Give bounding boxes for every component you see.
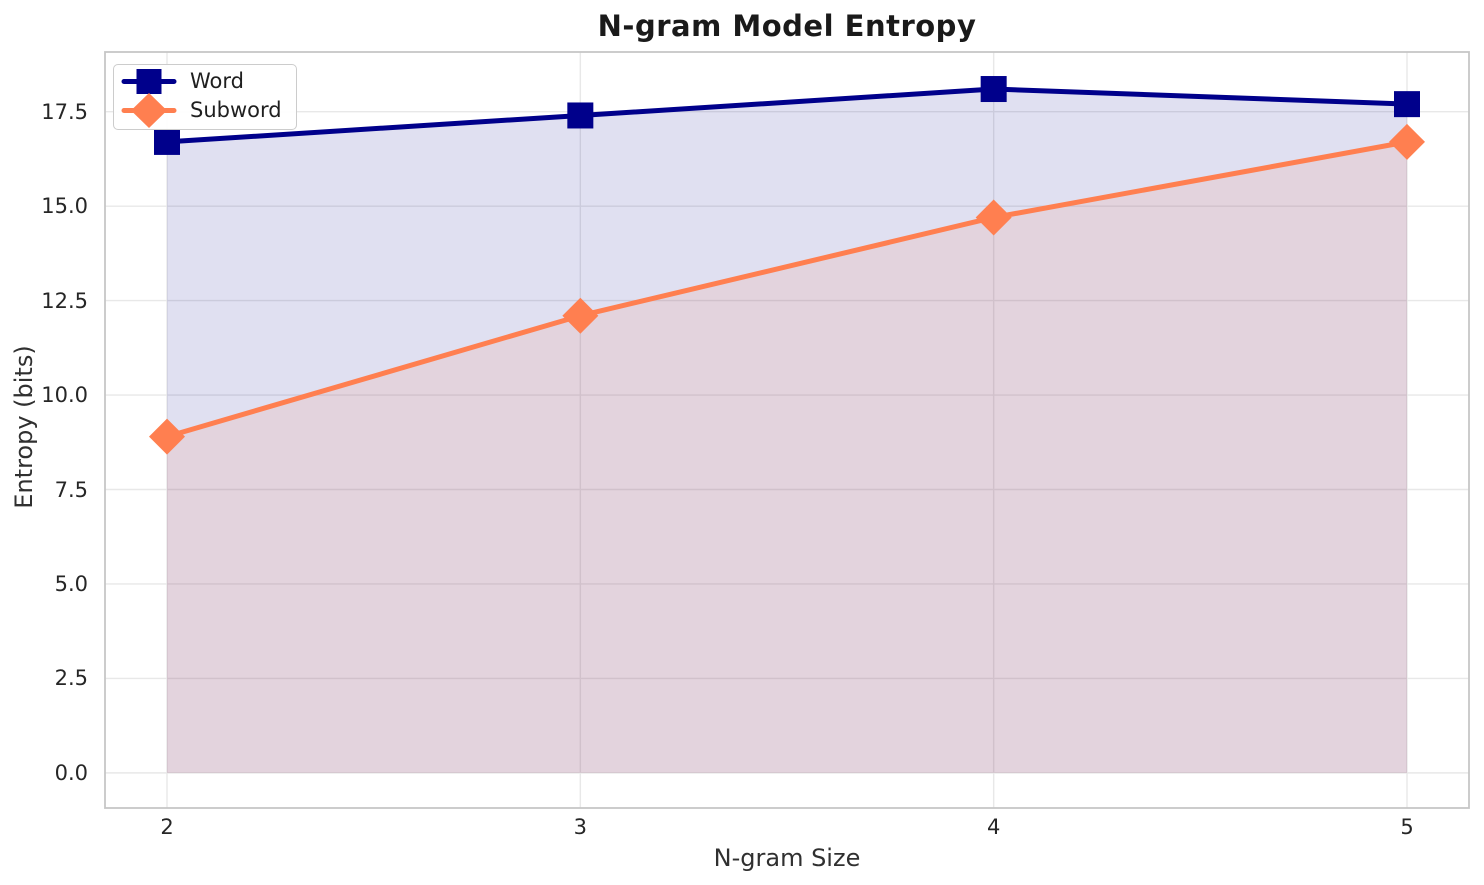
x-tick-label: 3 xyxy=(573,815,588,839)
y-tick-label: 12.5 xyxy=(41,288,88,313)
y-tick-label: 7.5 xyxy=(54,477,88,502)
word-marker xyxy=(154,128,180,155)
y-tick-label: 2.5 xyxy=(54,666,88,691)
word-marker xyxy=(567,102,594,129)
subword-marker xyxy=(562,297,599,334)
y-tick-label: 15.0 xyxy=(41,194,88,219)
y-tick-label: 5.0 xyxy=(54,571,88,596)
legend-label: Subword xyxy=(190,98,282,122)
y-tick-label: 0.0 xyxy=(54,760,88,785)
x-tick-label: 2 xyxy=(160,815,174,839)
legend-item-subword: Subword xyxy=(121,93,282,128)
legend-item-word: Word xyxy=(121,67,282,96)
x-axis-label: N-gram Size xyxy=(713,844,861,872)
legend: Word Subword xyxy=(113,64,297,130)
word-legend-marker-icon xyxy=(121,69,177,94)
axes-spines xyxy=(104,51,1470,809)
subword-marker xyxy=(1389,123,1425,160)
subword-line xyxy=(164,139,1410,440)
y-tick-label: 17.5 xyxy=(41,99,88,124)
y-tick-label: 10.0 xyxy=(41,383,88,408)
subword-legend-marker-icon xyxy=(121,93,177,128)
subword-marker xyxy=(975,199,1012,236)
word-marker xyxy=(1394,91,1420,118)
x-tick-label: 5 xyxy=(1400,815,1414,839)
x-tick-label: 4 xyxy=(986,815,1001,839)
chart-title: N-gram Model Entropy xyxy=(597,9,977,43)
word-line xyxy=(164,86,1410,145)
word-marker xyxy=(980,76,1007,103)
legend-label: Word xyxy=(190,69,244,93)
word-area-fill xyxy=(167,89,1407,773)
subword-area-fill xyxy=(167,141,1407,773)
subword-marker xyxy=(149,418,185,455)
